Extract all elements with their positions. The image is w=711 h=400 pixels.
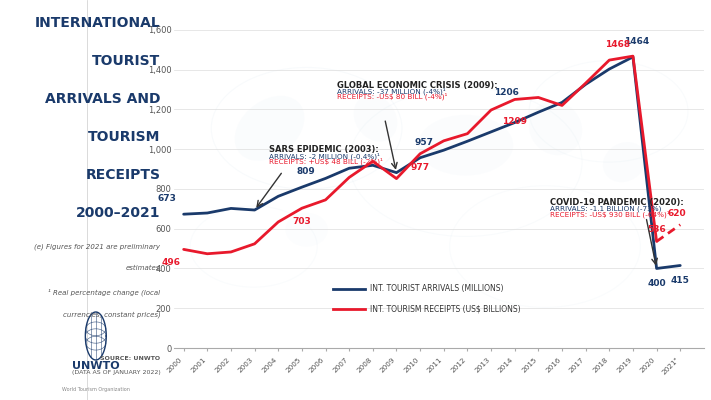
Text: 2000–2021: 2000–2021	[76, 206, 160, 220]
Text: (DATA AS OF JANUARY 2022): (DATA AS OF JANUARY 2022)	[72, 370, 160, 375]
Text: 1209: 1209	[502, 117, 528, 126]
Text: GLOBAL ECONOMIC CRISIS (2009):: GLOBAL ECONOMIC CRISIS (2009):	[337, 80, 498, 90]
Ellipse shape	[529, 101, 582, 155]
Ellipse shape	[235, 96, 304, 161]
Text: TOURISM: TOURISM	[88, 130, 160, 144]
Text: 809: 809	[296, 167, 316, 176]
Text: RECEIPTS: -US$ 930 BILL (-64%)¹: RECEIPTS: -US$ 930 BILL (-64%)¹	[550, 210, 670, 218]
Text: 703: 703	[292, 217, 311, 226]
Ellipse shape	[418, 115, 513, 176]
Text: 957: 957	[415, 138, 434, 147]
Text: 536: 536	[647, 226, 666, 234]
Text: 496: 496	[162, 258, 181, 268]
Text: INTERNATIONAL: INTERNATIONAL	[35, 16, 160, 30]
Text: 1464: 1464	[624, 37, 650, 46]
Ellipse shape	[353, 95, 397, 142]
Text: ARRIVALS: -2 MILLION (-0.4%)¹: ARRIVALS: -2 MILLION (-0.4%)¹	[269, 152, 380, 160]
Ellipse shape	[603, 142, 646, 182]
Text: ARRIVALS: -1.1 BILLION (-73%): ARRIVALS: -1.1 BILLION (-73%)	[550, 206, 661, 212]
Text: RECEIPTS: -US$ 80 BILL (-4%)¹: RECEIPTS: -US$ 80 BILL (-4%)¹	[337, 93, 448, 100]
Text: COVID-19 PANDEMIC (2020):: COVID-19 PANDEMIC (2020):	[550, 198, 684, 207]
Text: INT. TOURIST ARRIVALS (MILLIONS): INT. TOURIST ARRIVALS (MILLIONS)	[370, 284, 503, 293]
Text: SARS EPIDEMIC (2003):: SARS EPIDEMIC (2003):	[269, 145, 378, 154]
Text: 1206: 1206	[494, 88, 519, 97]
Text: SOURCE: UNWTO: SOURCE: UNWTO	[100, 356, 160, 361]
Text: ARRIVALS AND: ARRIVALS AND	[45, 92, 160, 106]
Text: World Tourism Organization: World Tourism Organization	[62, 387, 129, 392]
Text: currencies, constant prices): currencies, constant prices)	[63, 311, 160, 318]
Text: 673: 673	[158, 194, 177, 203]
Text: RECEIPTS: +US$ 48 BILL (-2%)¹: RECEIPTS: +US$ 48 BILL (-2%)¹	[269, 158, 383, 165]
Text: (e) Figures for 2021 are preliminary: (e) Figures for 2021 are preliminary	[34, 243, 160, 250]
Text: INT. TOURISM RECEIPTS (US$ BILLIONS): INT. TOURISM RECEIPTS (US$ BILLIONS)	[370, 305, 520, 314]
Text: UNWTO: UNWTO	[72, 361, 119, 371]
Text: RECEIPTS: RECEIPTS	[85, 168, 160, 182]
Text: ¹ Real percentage change (local: ¹ Real percentage change (local	[48, 288, 160, 296]
Text: 415: 415	[670, 276, 690, 285]
Text: 400: 400	[647, 279, 666, 288]
Text: estimates: estimates	[126, 265, 160, 271]
Text: TOURIST: TOURIST	[92, 54, 160, 68]
Text: ARRIVALS: -37 MILLION (-4%)¹: ARRIVALS: -37 MILLION (-4%)¹	[337, 88, 446, 95]
Text: 977: 977	[410, 163, 429, 172]
Text: 620: 620	[667, 209, 686, 218]
Text: 1468: 1468	[605, 40, 630, 49]
